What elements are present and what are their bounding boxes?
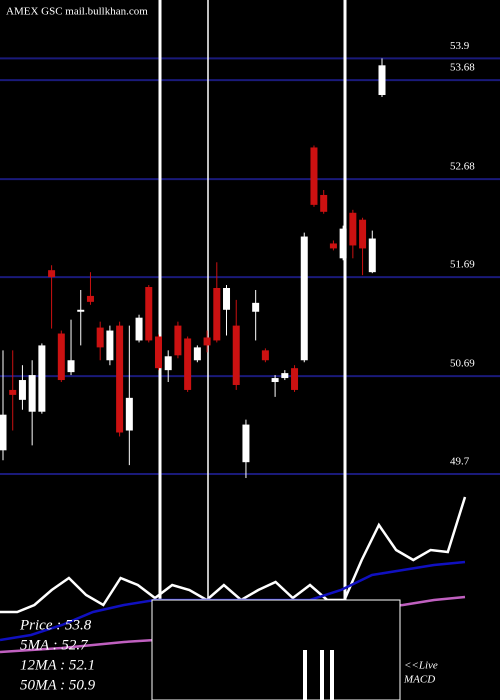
candle-body: [38, 345, 46, 412]
chart-title: AMEX GSC mail.bullkhan.com: [6, 6, 148, 18]
candle-body: [86, 295, 94, 302]
candle-body: [125, 397, 133, 431]
candles: [0, 58, 386, 479]
grid: 53.9 53.68 52.68 51.69 50.69 49.7: [0, 40, 500, 476]
y-tick-label: 51.69: [450, 259, 475, 271]
candle-body: [242, 424, 250, 463]
candle-body: [67, 360, 75, 373]
candle-body: [261, 350, 269, 361]
candle-body: [96, 327, 104, 348]
macd-box: [151, 599, 401, 700]
macd-bar: [303, 650, 307, 700]
y-tick-label: 50.69: [450, 358, 475, 370]
candle-body: [213, 288, 221, 341]
candle-body: [28, 375, 36, 412]
candle-body: [349, 212, 357, 246]
candle-body: [57, 333, 65, 381]
y-tick-label: 53.68: [450, 62, 475, 74]
candle-body: [106, 330, 114, 361]
candle-body: [203, 337, 211, 346]
candle-body: [193, 347, 201, 361]
y-tick-label: 53.9: [450, 40, 470, 52]
candle-body: [145, 287, 153, 341]
candle-body: [18, 380, 26, 400]
candle-body: [291, 368, 299, 390]
candle-body: [116, 325, 124, 433]
candle-body: [339, 228, 347, 259]
candle-body: [359, 219, 367, 249]
legend-entry: Price : 53.8: [19, 617, 92, 633]
candle-body: [252, 302, 260, 312]
candle-body: [77, 309, 85, 312]
candle-body: [9, 389, 17, 395]
legend-entry: 5MA : 52.7: [20, 637, 89, 653]
legend-entry: 12MA : 52.1: [20, 657, 95, 673]
candle-body: [164, 356, 172, 371]
candle-body: [310, 147, 318, 205]
candle-body: [184, 338, 192, 390]
macd-label: MACD: [403, 674, 435, 686]
candle-body: [378, 65, 386, 96]
macd-bar: [330, 650, 334, 700]
candle-body: [174, 325, 182, 356]
candle-body: [232, 325, 240, 385]
candle-body: [135, 317, 143, 341]
candle-body: [0, 414, 7, 451]
candle-body: [271, 378, 279, 383]
indicator-line: [0, 496, 467, 614]
y-tick-label: 52.68: [450, 161, 475, 173]
macd-bar: [320, 650, 324, 700]
candle-body: [48, 270, 56, 278]
candle-body: [281, 373, 289, 379]
candle-body: [320, 194, 328, 212]
y-tick-label: 49.7: [450, 456, 470, 468]
candle-body: [329, 243, 337, 249]
live-label: <<Live: [404, 660, 438, 672]
candle-body: [154, 336, 162, 369]
legend-entry: 50MA : 50.9: [20, 677, 96, 693]
candle-body: [223, 288, 231, 310]
candle-body: [300, 236, 308, 361]
candle-body: [368, 238, 376, 273]
